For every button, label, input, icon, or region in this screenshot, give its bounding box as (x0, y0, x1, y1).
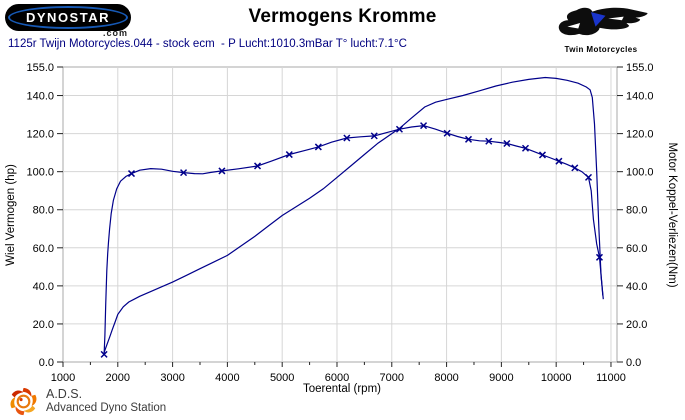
svg-text:60.0: 60.0 (33, 243, 54, 255)
svg-text:100.0: 100.0 (26, 167, 54, 179)
svg-text:0.0: 0.0 (626, 357, 641, 369)
ads-logo: A.D.S. Advanced Dyno Station (8, 386, 166, 417)
svg-text:5000: 5000 (270, 372, 294, 384)
dynostar-logo-ring-icon (8, 6, 128, 29)
power-curve (103, 76, 604, 353)
ads-abbr: A.D.S. (46, 387, 83, 401)
y-axis-right-title: Motor Koppel-Verliezen(Nm) (666, 142, 678, 287)
svg-text:155.0: 155.0 (26, 62, 54, 74)
svg-text:2000: 2000 (106, 372, 130, 384)
svg-text:1000: 1000 (51, 372, 75, 384)
svg-text:4000: 4000 (215, 372, 239, 384)
twin-motorcycles-logo: Twin Motorcycles (546, 3, 656, 54)
svg-text:6000: 6000 (325, 372, 349, 384)
svg-text:140.0: 140.0 (626, 91, 654, 103)
svg-text:140.0: 140.0 (26, 91, 54, 103)
svg-text:11000: 11000 (596, 372, 626, 384)
svg-text:0.0: 0.0 (39, 357, 54, 369)
svg-text:120.0: 120.0 (26, 129, 54, 141)
x-axis-title: Toerental (rpm) (303, 383, 381, 395)
svg-text:100.0: 100.0 (626, 167, 654, 179)
svg-text:8000: 8000 (434, 372, 458, 384)
ads-name: Advanced Dyno Station (46, 401, 167, 414)
motorcycle-icon (558, 7, 648, 36)
svg-text:40.0: 40.0 (33, 281, 54, 293)
page-title: Vermogens Kromme (248, 6, 437, 27)
y-axis-left-title: Wiel Vermogen (hp) (5, 164, 17, 266)
svg-text:7000: 7000 (380, 372, 404, 384)
run-info-subtitle: 1125r Twijn Motorcycles.044 - stock ecm … (8, 38, 407, 50)
svg-text:3000: 3000 (160, 372, 184, 384)
svg-text:40.0: 40.0 (626, 281, 647, 293)
svg-text:20.0: 20.0 (626, 319, 647, 331)
svg-text:20.0: 20.0 (33, 319, 54, 331)
ads-swirl-icon (10, 387, 37, 416)
svg-text:10000: 10000 (541, 372, 572, 384)
svg-text:80.0: 80.0 (626, 205, 647, 217)
svg-text:80.0: 80.0 (33, 205, 54, 217)
svg-text:9000: 9000 (489, 372, 513, 384)
dynostar-logo-text: DYNOSTAR (26, 10, 110, 25)
svg-text:60.0: 60.0 (626, 243, 647, 255)
svg-text:120.0: 120.0 (626, 129, 654, 141)
dynostar-com-suffix: .com (103, 28, 129, 38)
dynostar-logo: DYNOSTAR (5, 4, 131, 31)
svg-text:155.0: 155.0 (626, 62, 654, 74)
torque-curve-markers (100, 122, 603, 358)
twin-logo-caption: Twin Motorcycles (564, 45, 638, 54)
